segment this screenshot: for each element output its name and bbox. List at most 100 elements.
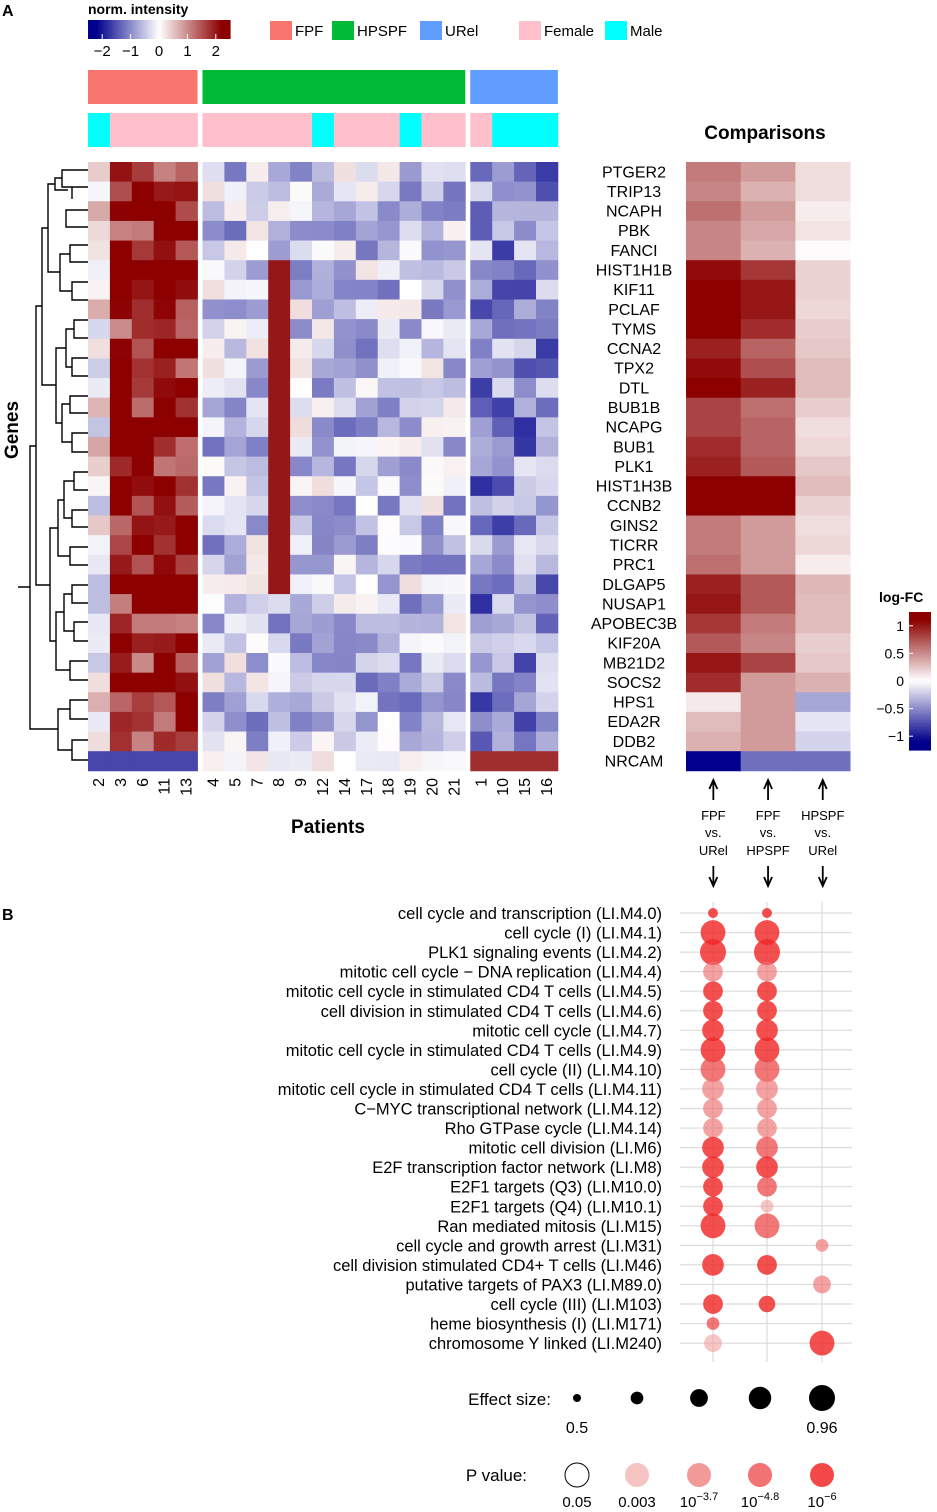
legend-swatch-female (519, 21, 541, 40)
sex-cell (312, 113, 335, 147)
heatmap-cell (421, 495, 444, 516)
heatmap-cell (399, 417, 422, 438)
heatmap-cell (153, 574, 176, 595)
sex-cell (88, 113, 111, 147)
gene-label: GINS2 (610, 518, 658, 535)
comparison-down-arrow (763, 866, 773, 889)
heatmap-cell (443, 358, 466, 379)
heatmap-cell (246, 633, 269, 654)
heatmap-cell (224, 731, 247, 752)
heatmap-cell (492, 613, 515, 634)
heatmap-cell (290, 711, 313, 732)
heatmap-cell (377, 633, 400, 654)
module-label: PLK1 signaling events (LI.M4.2) (428, 944, 662, 962)
heatmap-cell (88, 201, 111, 222)
heatmap-cell (153, 495, 176, 516)
heatmap-cell (88, 358, 111, 379)
logfc-cell (740, 358, 796, 379)
heatmap-cell (443, 456, 466, 477)
heatmap-cell (109, 711, 133, 732)
heatmap-cell (109, 515, 133, 536)
heatmap-cell (443, 436, 466, 457)
logfc-cell (740, 594, 796, 615)
logfc-cell (795, 299, 851, 320)
heatmap-cell (153, 319, 176, 340)
heatmap-cell (492, 338, 515, 359)
heatmap-cell (492, 731, 515, 752)
heatmap-cell (470, 731, 493, 752)
heatmap-cell (312, 417, 335, 438)
heatmap-cell (175, 201, 198, 222)
heatmap-cell (246, 672, 269, 693)
heatmap-cell (153, 338, 176, 359)
patient-label: 13 (179, 778, 196, 796)
heatmap-cell (399, 554, 422, 575)
heatmap-cell (399, 397, 422, 418)
heatmap-cell (399, 535, 422, 556)
logfc-colorbar-segment (909, 720, 931, 723)
heatmap-cell (246, 731, 269, 752)
gene-label: NCAPG (606, 420, 663, 437)
heatmap-cell (443, 162, 466, 183)
module-dot (703, 1196, 723, 1217)
heatmap-cell (333, 299, 357, 320)
heatmap-cell (175, 260, 198, 281)
heatmap-cell (443, 731, 466, 752)
heatmap-cell (355, 397, 379, 418)
heatmap-cell (224, 515, 247, 536)
intensity-colorbar-segment (211, 20, 215, 39)
intensity-colorbar-segment (180, 20, 184, 39)
heatmap-cell (492, 436, 515, 457)
logfc-cell (795, 358, 851, 379)
heatmap-cell (224, 319, 247, 340)
heatmap-cell (312, 731, 335, 752)
heatmap-cell (333, 751, 357, 772)
heatmap-cell (514, 358, 537, 379)
gene-label: APOBEC3B (591, 616, 677, 633)
heatmap-cell (290, 574, 313, 595)
p-value-legend-dot (748, 1463, 772, 1487)
logfc-cell (686, 731, 742, 752)
intensity-colorbar-segment (130, 20, 134, 39)
heatmap-cell (377, 279, 400, 300)
logfc-cell (740, 456, 796, 477)
logfc-cell (795, 633, 851, 654)
heatmap-cell (88, 181, 111, 202)
heatmap-cell (246, 358, 269, 379)
heatmap-cell (421, 240, 444, 261)
heatmap-cell (246, 495, 269, 516)
heatmap-cell (333, 653, 357, 674)
logfc-colorbar-segment (909, 669, 931, 673)
heatmap-cell (492, 417, 515, 438)
module-label: heme biosynthesis (I) (LI.M171) (430, 1316, 662, 1334)
heatmap-cell (268, 672, 291, 693)
sex-cell (470, 113, 493, 147)
heatmap-cell (333, 436, 357, 457)
logfc-cell (740, 535, 796, 556)
logfc-ticks: 1 0.5 0 −0.5 −1 (876, 618, 913, 744)
heatmap-cell (377, 358, 400, 379)
heatmap-cell (131, 338, 155, 359)
heatmap-cell (175, 633, 198, 654)
heatmap-cell (470, 515, 493, 536)
heatmap-cell (355, 476, 379, 497)
module-label: chromosome Y linked (LI.M240) (429, 1335, 662, 1353)
intensity-colorbar-segment (154, 20, 158, 39)
intensity-tick-label: 1 (183, 43, 191, 60)
intensity-colorbar-segment (159, 20, 162, 39)
legend-label-fpf: FPF (295, 23, 323, 40)
heatmap-cell (224, 594, 247, 615)
heatmap-cell (333, 731, 357, 752)
heatmap-cell (333, 535, 357, 556)
logfc-cell (740, 299, 796, 320)
heatmap-cell (312, 633, 335, 654)
heatmap-cell (88, 417, 111, 438)
heatmap-cell (109, 436, 133, 457)
gene-label: PCLAF (608, 302, 660, 319)
heatmap-cell (202, 672, 225, 693)
intensity-colorbar-segment (208, 20, 212, 39)
patient-label: 4 (205, 778, 222, 787)
group-legend: FPF HPSPF URel Female Male (270, 21, 663, 40)
heatmap-cell (536, 181, 559, 202)
heatmap-cell (109, 338, 133, 359)
